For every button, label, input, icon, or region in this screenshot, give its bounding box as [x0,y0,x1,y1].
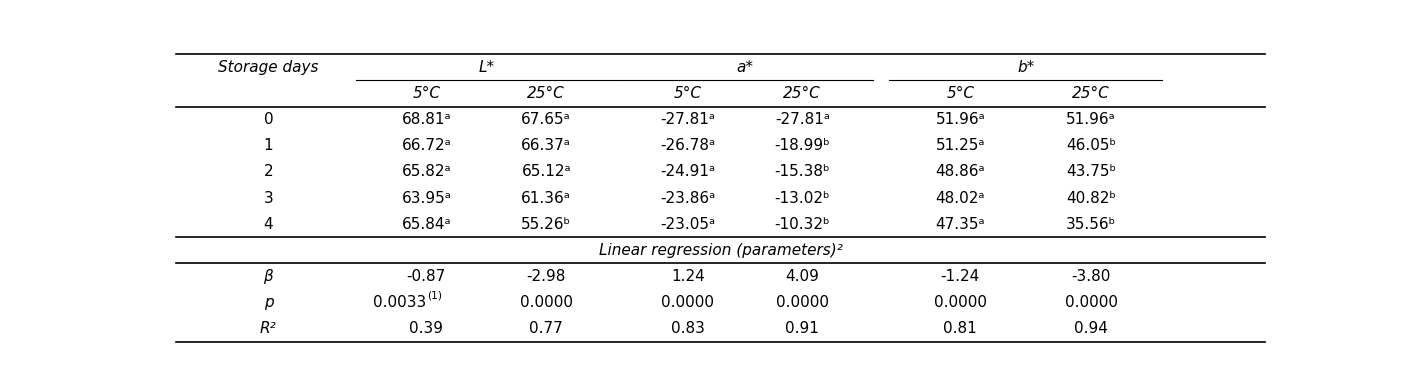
Text: 0.81: 0.81 [943,321,977,336]
Text: -27.81ᵃ: -27.81ᵃ [661,112,716,127]
Text: 5°C: 5°C [412,86,440,101]
Text: 5°C: 5°C [946,86,974,101]
Text: 5°C: 5°C [673,86,702,101]
Text: 4.09: 4.09 [786,269,820,284]
Text: 68.81ᵃ: 68.81ᵃ [402,112,451,127]
Text: -23.05ᵃ: -23.05ᵃ [661,216,716,232]
Text: 0.77: 0.77 [529,321,564,336]
Text: L*: L* [478,60,495,75]
Text: 55.26ᵇ: 55.26ᵇ [522,216,571,232]
Text: 0.0000: 0.0000 [520,295,572,310]
Text: -13.02ᵇ: -13.02ᵇ [775,190,830,206]
Text: 0.94: 0.94 [1074,321,1108,336]
Text: -0.87: -0.87 [406,269,446,284]
Text: 25°C: 25°C [527,86,565,101]
Text: 2: 2 [263,164,273,179]
Text: 0.0033: 0.0033 [373,295,426,310]
Text: -24.91ᵃ: -24.91ᵃ [661,164,716,179]
Text: 3: 3 [263,190,273,206]
Text: 51.25ᵃ: 51.25ᵃ [935,138,986,153]
Text: -18.99ᵇ: -18.99ᵇ [775,138,830,153]
Text: 0.0000: 0.0000 [934,295,987,310]
Text: 65.82ᵃ: 65.82ᵃ [402,164,451,179]
Text: 0.0000: 0.0000 [1064,295,1118,310]
Text: 48.86ᵃ: 48.86ᵃ [935,164,986,179]
Text: 43.75ᵇ: 43.75ᵇ [1066,164,1116,179]
Text: 0: 0 [263,112,273,127]
Text: p: p [263,295,273,310]
Text: 67.65ᵃ: 67.65ᵃ [522,112,571,127]
Text: 46.05ᵇ: 46.05ᵇ [1066,138,1116,153]
Text: a*: a* [737,60,754,75]
Text: 40.82ᵇ: 40.82ᵇ [1066,190,1116,206]
Text: 66.37ᵃ: 66.37ᵃ [522,138,571,153]
Text: -3.80: -3.80 [1071,269,1111,284]
Text: 25°C: 25°C [783,86,821,101]
Text: 1: 1 [263,138,273,153]
Text: 0.39: 0.39 [409,321,443,336]
Text: 65.84ᵃ: 65.84ᵃ [402,216,451,232]
Text: Linear regression (parameters)²: Linear regression (parameters)² [599,243,842,258]
Text: -2.98: -2.98 [526,269,567,284]
Text: 0.0000: 0.0000 [776,295,828,310]
Text: 0.91: 0.91 [786,321,820,336]
Text: -1.24: -1.24 [941,269,980,284]
Text: β: β [263,269,273,284]
Text: -26.78ᵃ: -26.78ᵃ [661,138,716,153]
Text: 47.35ᵃ: 47.35ᵃ [935,216,986,232]
Text: 51.96ᵃ: 51.96ᵃ [935,112,986,127]
Text: 61.36ᵃ: 61.36ᵃ [522,190,571,206]
Text: 0.83: 0.83 [671,321,704,336]
Text: -23.86ᵃ: -23.86ᵃ [661,190,716,206]
Text: 48.02ᵃ: 48.02ᵃ [935,190,986,206]
Text: 66.72ᵃ: 66.72ᵃ [402,138,451,153]
Text: 4: 4 [263,216,273,232]
Text: b*: b* [1017,60,1035,75]
Text: 63.95ᵃ: 63.95ᵃ [402,190,451,206]
Text: 25°C: 25°C [1073,86,1109,101]
Text: 35.56ᵇ: 35.56ᵇ [1066,216,1116,232]
Text: (1): (1) [427,291,443,301]
Text: -15.38ᵇ: -15.38ᵇ [775,164,830,179]
Text: 1.24: 1.24 [671,269,704,284]
Text: -27.81ᵃ: -27.81ᵃ [775,112,830,127]
Text: -10.32ᵇ: -10.32ᵇ [775,216,830,232]
Text: R²: R² [260,321,277,336]
Text: 0.0000: 0.0000 [661,295,714,310]
Text: 65.12ᵃ: 65.12ᵃ [522,164,571,179]
Text: 51.96ᵃ: 51.96ᵃ [1066,112,1116,127]
Text: Storage days: Storage days [218,60,319,75]
